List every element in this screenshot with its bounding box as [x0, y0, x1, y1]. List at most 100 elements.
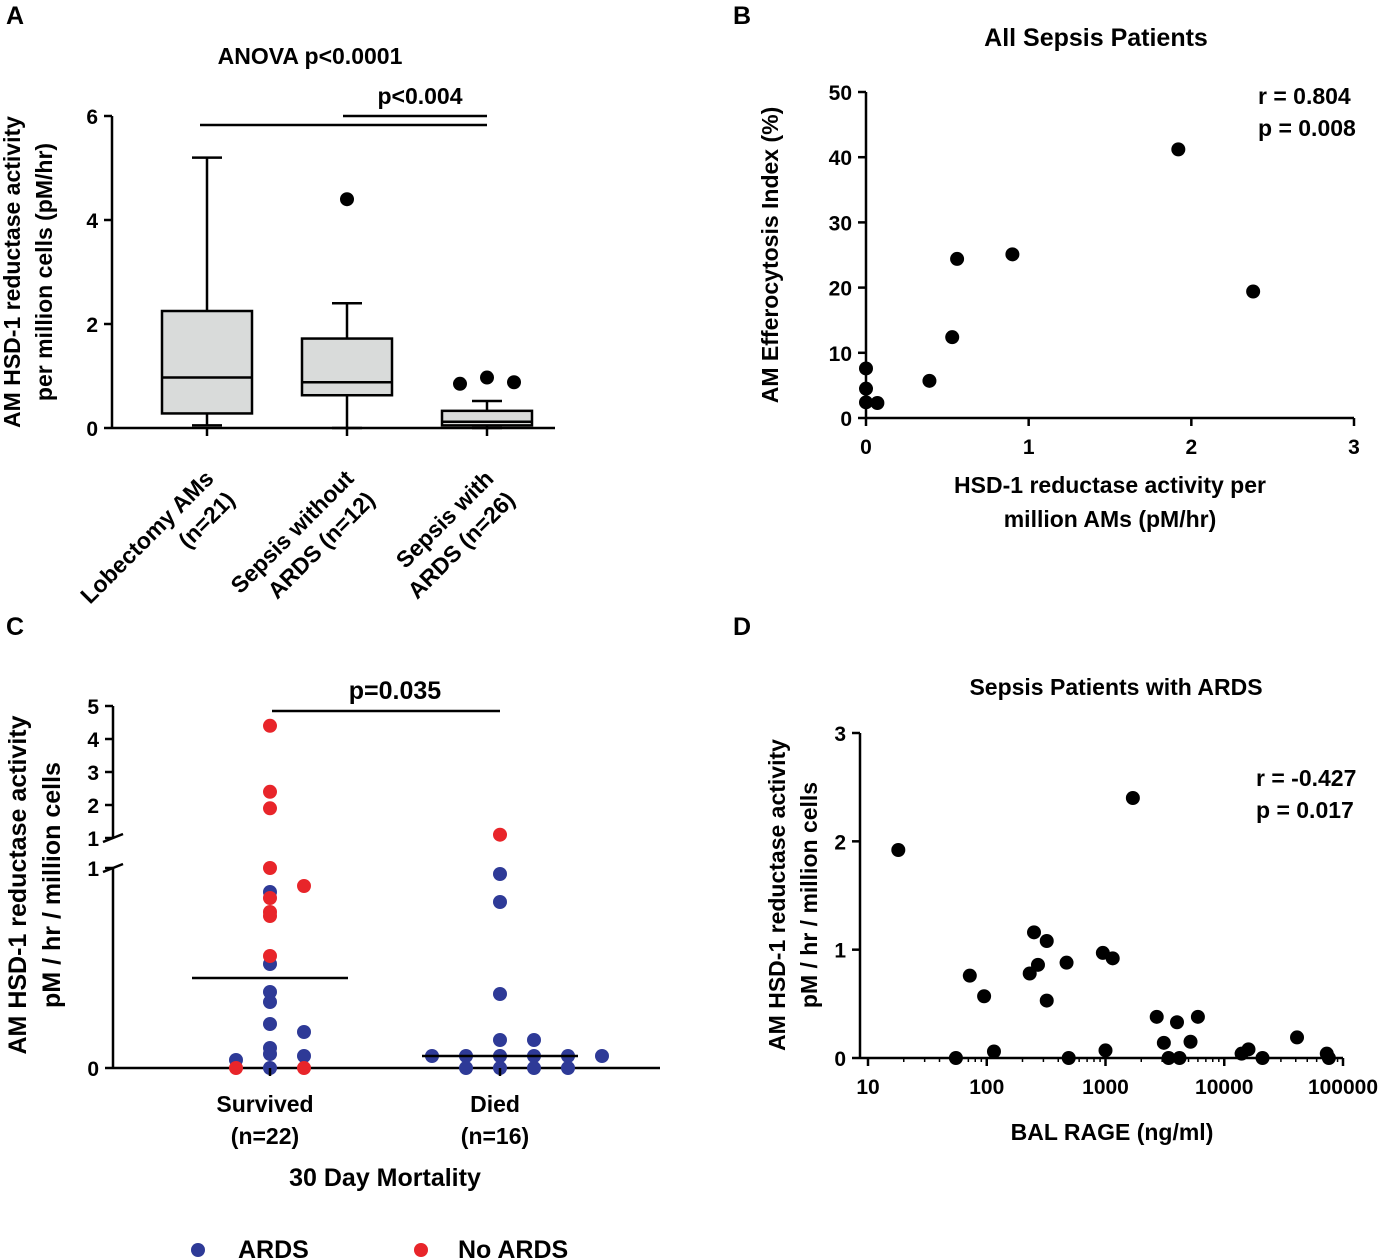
legend-ards-label: ARDS [238, 1236, 309, 1260]
x-tick-label: 100000 [1308, 1076, 1378, 1099]
no-ards-point [263, 909, 277, 923]
data-point [1255, 1051, 1270, 1065]
y-axis-label: AM HSD-1 reductase activity pM / hr / mil… [4, 715, 66, 1054]
y-axis-label: AM HSD-1 reductase activity pM / hr / mil… [764, 739, 822, 1051]
data-point [977, 989, 992, 1004]
ards-point [561, 1061, 575, 1075]
data-point [870, 396, 885, 411]
x-tick-label: 2 [1185, 436, 1197, 459]
x-tick-label: 100 [969, 1076, 1004, 1099]
outlier-point [453, 376, 467, 391]
box [300, 337, 394, 397]
y-tick-label: 40 [829, 147, 852, 170]
y-tick-label: 2 [834, 831, 846, 854]
data-point [1059, 955, 1074, 970]
correlation-r: r = -0.427 [1256, 765, 1356, 791]
panel-a-box-plot: 0 2 4 6 Lobectomy AMs(n=21)Sepsis withoutARD… [0, 43, 555, 630]
y-tick-label: 10 [829, 343, 852, 366]
data-point [859, 361, 873, 376]
x-tick-label: 10000 [1195, 1076, 1253, 1099]
ards-point [493, 895, 507, 909]
panel-d-scatter: 10 100 1000 10000 100000 0 1 2 3 Sepsis Patients … [764, 674, 1378, 1145]
data-point [962, 968, 977, 983]
no-ards-point [263, 801, 277, 816]
data-point [1098, 1043, 1113, 1058]
y-tick-label: 2 [86, 314, 98, 337]
outlier-point [480, 370, 494, 385]
y-axis-label-line: per million cells (pM/hr) [31, 143, 57, 401]
ards-point [595, 1049, 609, 1063]
data-point [1161, 1051, 1176, 1065]
x-category-count: (n=16) [461, 1123, 529, 1149]
y-tick-label: 1 [87, 858, 99, 881]
y-tick-label: 3 [87, 762, 99, 785]
y-axis-label-line: pM / hr / million cells [38, 762, 66, 1008]
panel-b-title: All Sepsis Patients [984, 24, 1208, 52]
y-tick-label: 20 [829, 278, 852, 301]
no-ards-point [263, 718, 277, 733]
data-point [1321, 1051, 1336, 1065]
ards-point [297, 1049, 311, 1063]
significance-label: p=0.035 [349, 677, 442, 705]
ards-point [297, 1025, 311, 1039]
no-ards-point [263, 949, 277, 963]
data-point [1172, 1051, 1187, 1065]
panel-d-title: Sepsis Patients with ARDS [969, 674, 1262, 700]
legend-ards-marker [191, 1243, 205, 1257]
ards-point [527, 1061, 541, 1075]
no-ards-point [297, 1061, 311, 1075]
x-category-label: Lobectomy AMs(n=21) [75, 465, 240, 630]
ards-point [263, 1017, 277, 1031]
data-point [1246, 284, 1261, 299]
ards-point [493, 987, 507, 1001]
no-ards-point [229, 1061, 243, 1075]
y-tick-label: 50 [829, 82, 852, 105]
x-tick-label: 1000 [1082, 1076, 1129, 1099]
panel-letter-b: B [733, 2, 751, 30]
panel-letter-c: C [6, 613, 24, 641]
panel-letter-a: A [6, 2, 24, 30]
no-ards-point [493, 827, 507, 842]
y-tick-label: 1 [87, 828, 99, 851]
y-tick-label: 4 [86, 210, 98, 233]
y-tick-label: 0 [834, 1048, 846, 1071]
data-point [1022, 966, 1037, 981]
x-axis-label: 30 Day Mortality [289, 1164, 481, 1192]
data-point [859, 381, 873, 396]
y-tick-label: 0 [840, 408, 852, 431]
ards-point [493, 1033, 507, 1047]
ards-point [263, 1047, 277, 1061]
ards-point [459, 1061, 473, 1075]
data-point [859, 395, 873, 410]
panel-letter-d: D [733, 613, 751, 641]
panel-c-dot-plot: 0 1 1 2 3 4 5 Survived (n=22) Died (n=16) p=0.035 30… [4, 677, 660, 1260]
data-point [1125, 791, 1140, 805]
box [440, 409, 534, 427]
data-point [1039, 993, 1054, 1008]
data-point [891, 843, 906, 857]
x-category-label: Died [470, 1091, 520, 1117]
x-axis-label: HSD-1 reductase activity per [954, 472, 1266, 498]
y-tick-label: 0 [86, 418, 98, 441]
x-tick-label: 1 [1023, 436, 1035, 459]
legend-no-ards-label: No ARDS [458, 1236, 568, 1260]
y-tick-label: 5 [87, 696, 99, 719]
y-tick-label: 6 [86, 106, 98, 129]
correlation-p: p = 0.017 [1256, 797, 1354, 823]
y-tick-label: 0 [87, 1058, 99, 1081]
data-point [1171, 142, 1186, 157]
no-ards-point [263, 891, 277, 905]
x-axis-label: million AMs (pM/hr) [1004, 506, 1217, 532]
correlation-p: p = 0.008 [1258, 115, 1356, 141]
y-axis-label: AM Efferocytosis Index (%) [757, 107, 783, 404]
y-tick-label: 4 [87, 729, 99, 752]
x-tick-label: 0 [860, 436, 872, 459]
data-point [1169, 1015, 1184, 1030]
no-ards-point [263, 784, 277, 799]
data-point [1005, 247, 1020, 262]
data-point [1149, 1009, 1164, 1024]
data-point [1156, 1035, 1171, 1050]
correlation-r: r = 0.804 [1258, 83, 1351, 109]
data-point [945, 330, 960, 345]
